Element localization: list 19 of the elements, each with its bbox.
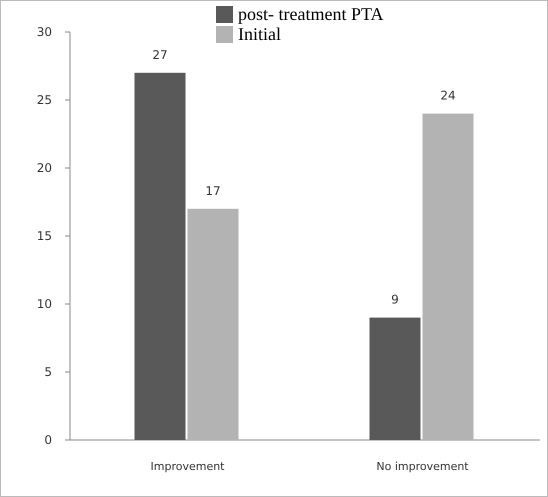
bar (188, 208, 238, 440)
data-label: 27 (152, 48, 168, 62)
bar (422, 114, 474, 440)
data-label: 17 (205, 184, 221, 198)
y-tick-label: 15 (36, 229, 52, 244)
y-tick-label: 25 (36, 93, 52, 108)
bar (370, 318, 420, 440)
y-tick-label: 5 (44, 365, 52, 380)
y-tick-label: 10 (36, 297, 52, 312)
x-tick-label: Improvement (150, 460, 226, 473)
x-tick-label: No improvement (376, 460, 470, 473)
data-label: 24 (440, 88, 456, 103)
y-tick-label: 0 (44, 433, 52, 448)
y-tick-label: 30 (36, 25, 52, 40)
legend-label: Initial (238, 24, 281, 44)
legend-label: post- treatment PTA (238, 4, 384, 24)
bar (134, 72, 186, 440)
y-tick-label: 20 (36, 161, 52, 176)
data-label: 9 (391, 292, 399, 307)
